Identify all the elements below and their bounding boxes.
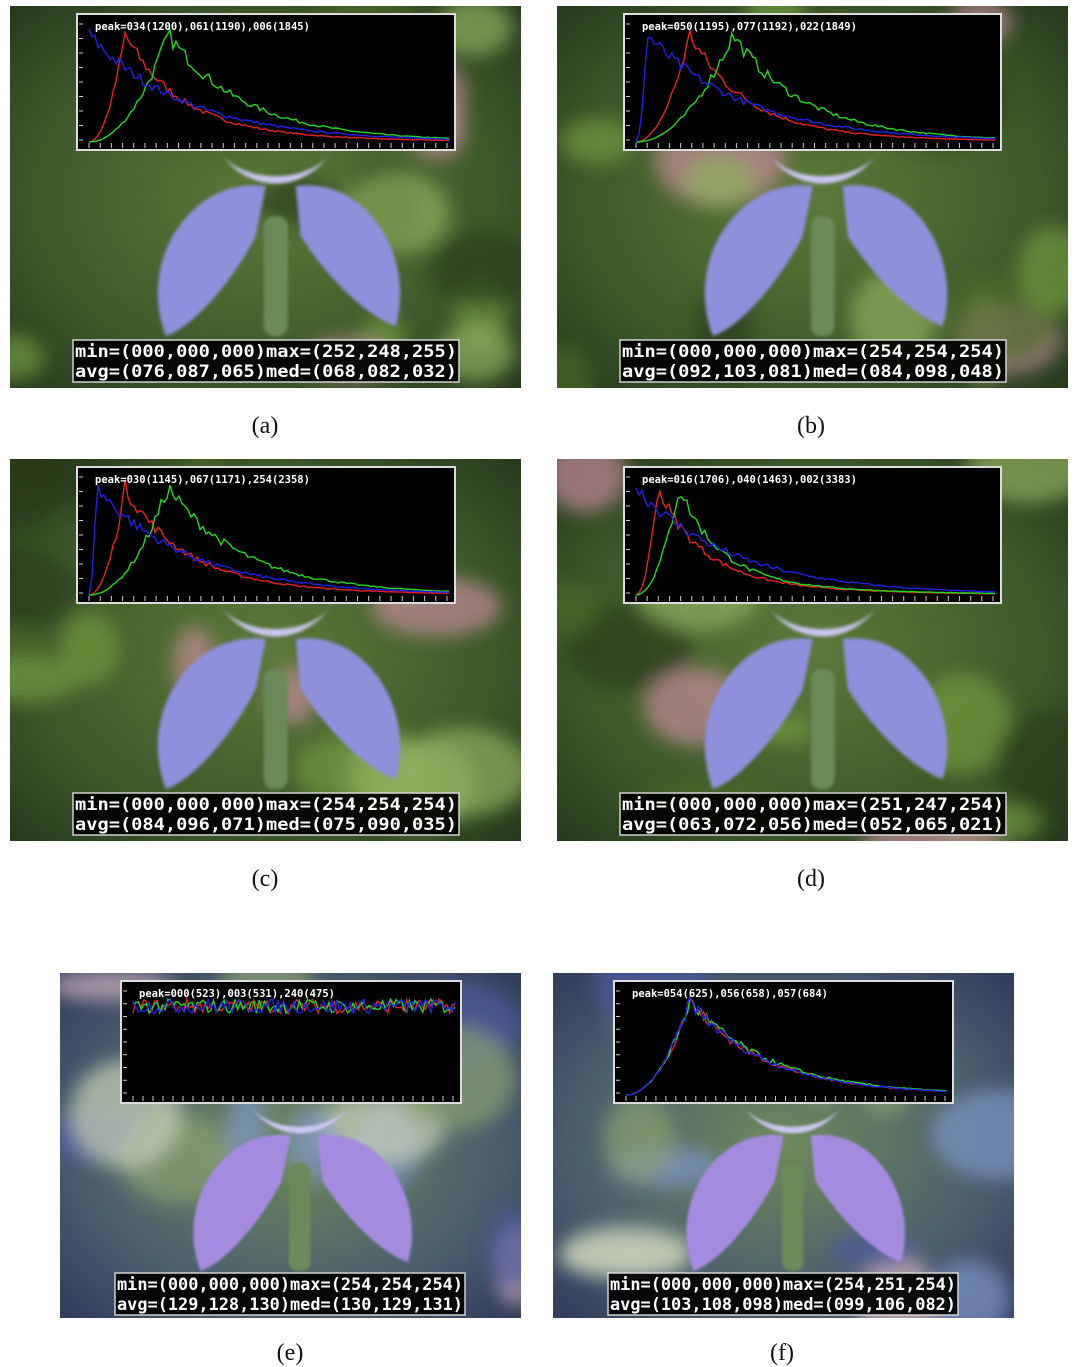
- stem: [289, 1163, 311, 1271]
- stats-line: avg=(103,108,098)med=(099,106,082): [610, 1295, 956, 1314]
- stats-line: min=(000,000,000)max=(254,251,254): [610, 1275, 956, 1294]
- stats-line: min=(000,000,000)max=(254,254,254): [622, 342, 1004, 361]
- caption: (b): [797, 413, 825, 439]
- blob: [533, 345, 594, 426]
- stats-line: avg=(129,128,130)med=(130,129,131): [117, 1295, 463, 1314]
- stats-line: min=(000,000,000)max=(251,247,254): [622, 795, 1004, 814]
- caption: (c): [252, 866, 279, 892]
- caption: (d): [797, 866, 825, 892]
- panel: peak=030(1145),067(1171),254(2358) min=(0…: [0, 421, 530, 892]
- caption: (e): [277, 1340, 304, 1366]
- panel: peak=034(1200),061(1190),006(1845) min=(0…: [0, 0, 534, 439]
- histogram-box: [624, 14, 1001, 150]
- blob: [544, 435, 627, 512]
- peak-label: peak=050(1195),077(1192),022(1849): [642, 21, 857, 33]
- blob: [430, 231, 534, 307]
- peak-label: peak=000(523),003(531),240(475): [139, 988, 335, 1000]
- blob: [488, 1209, 539, 1291]
- blob: [603, 1097, 674, 1182]
- figure: peak=034(1200),061(1190),006(1845) min=(0…: [0, 0, 1078, 1367]
- stats-line: avg=(092,103,081)med=(084,098,048): [622, 362, 1004, 381]
- stats-line: avg=(084,096,071)med=(075,090,035): [75, 815, 457, 834]
- peak-label: peak=054(625),056(658),057(684): [632, 988, 828, 1000]
- stem: [782, 1163, 804, 1271]
- stats-line: avg=(076,087,065)med=(068,082,032): [75, 362, 457, 381]
- panel: peak=050(1195),077(1192),022(1849) min=(0…: [533, 0, 1078, 439]
- panel: peak=054(625),056(658),057(684) min=(000,…: [553, 926, 1070, 1366]
- caption: (f): [770, 1340, 794, 1366]
- caption: (a): [252, 413, 279, 439]
- histogram-box: [624, 467, 1001, 603]
- peak-label: peak=030(1145),067(1171),254(2358): [95, 474, 310, 486]
- histogram-box: [77, 467, 455, 603]
- stem: [811, 669, 835, 789]
- stats-line: min=(000,000,000)max=(254,254,254): [117, 1275, 463, 1294]
- panel: peak=016(1706),040(1463),002(3383) min=(0…: [517, 433, 1078, 892]
- blob: [561, 1225, 692, 1277]
- stats-line: min=(000,000,000)max=(254,254,254): [75, 795, 457, 814]
- stem: [264, 216, 288, 336]
- peak-label: peak=034(1200),061(1190),006(1845): [95, 21, 310, 33]
- panel: peak=000(523),003(531),240(475) min=(000,…: [24, 949, 540, 1366]
- peak-label: peak=016(1706),040(1463),002(3383): [642, 474, 857, 486]
- stem: [811, 216, 835, 336]
- stats-line: avg=(063,072,056)med=(052,065,021): [622, 815, 1004, 834]
- blob: [517, 583, 600, 637]
- stats-line: min=(000,000,000)max=(252,248,255): [75, 342, 457, 361]
- stem: [264, 669, 288, 789]
- blob: [685, 156, 755, 206]
